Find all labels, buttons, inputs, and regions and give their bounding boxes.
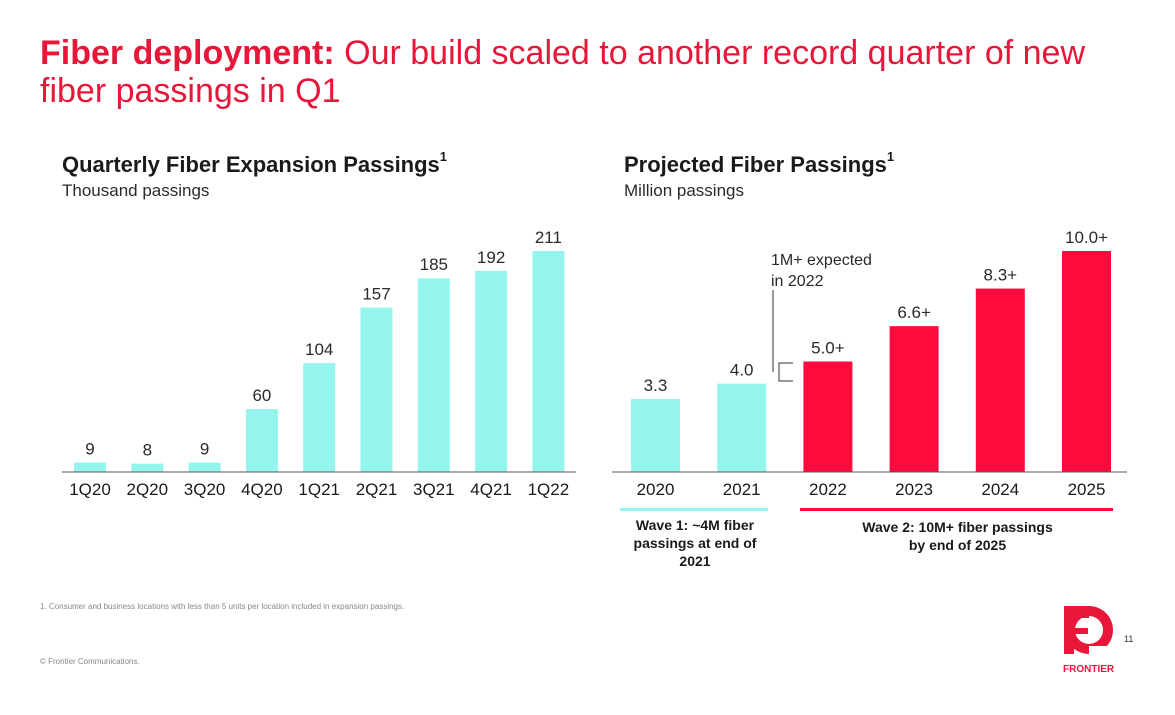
callout-1m-expected: 1M+ expected in 2022 [771, 250, 921, 292]
callout-line-2: in 2022 [771, 273, 824, 290]
right-chart-title-footnote-mark: 1 [886, 149, 895, 164]
left-data-label-1Q21: 104 [305, 340, 333, 359]
left-bar-1Q22 [532, 251, 565, 472]
right-tick-label-2023: 2023 [895, 480, 933, 499]
left-bar-3Q21 [417, 278, 450, 472]
wave-2-label: Wave 2: 10M+ fiber passings by end of 20… [862, 519, 1053, 553]
right-bar-2021 [717, 383, 767, 472]
right-chart-title-text: Projected Fiber Passings [624, 152, 887, 177]
left-bar-4Q21 [475, 270, 508, 472]
right-tick-label-2022: 2022 [809, 480, 847, 499]
left-bar-3Q20 [188, 462, 221, 472]
left-chart-title-footnote-mark: 1 [439, 149, 448, 164]
left-bar-1Q21 [303, 363, 336, 472]
callout-bracket [778, 362, 793, 382]
left-data-label-1Q20: 9 [85, 440, 94, 459]
left-tick-label-1Q20: 1Q20 [69, 480, 111, 499]
right-chart-subtitle: Million passings [624, 181, 744, 200]
right-tick-label-2025: 2025 [1068, 480, 1106, 499]
left-bar-1Q20 [74, 462, 106, 472]
left-bar-2Q21 [360, 307, 393, 472]
left-chart-title-text: Quarterly Fiber Expansion Passings [62, 152, 440, 177]
page-number: 11 [1124, 634, 1134, 644]
left-data-label-2Q21: 157 [362, 285, 390, 304]
right-data-label-2022: 5.0+ [811, 339, 845, 358]
right-data-label-2024: 8.3+ [984, 266, 1018, 285]
right-bar-2023 [889, 326, 939, 472]
slide-title-bold: Fiber deployment: [40, 34, 335, 72]
left-chart-title: Quarterly Fiber Expansion Passings1 [62, 149, 448, 178]
left-data-label-4Q21: 192 [477, 248, 505, 267]
right-chart-title: Projected Fiber Passings1 [624, 149, 895, 178]
left-data-label-4Q20: 60 [252, 386, 271, 405]
wave-1-underline [620, 508, 768, 511]
left-bar-4Q20 [245, 409, 278, 472]
left-tick-label-3Q21: 3Q21 [413, 480, 455, 499]
slide-title: Fiber deployment: Our build scaled to an… [40, 34, 1140, 110]
left-tick-label-4Q20: 4Q20 [241, 480, 283, 499]
left-tick-label-1Q21: 1Q21 [298, 480, 340, 499]
left-tick-label-3Q20: 3Q20 [184, 480, 226, 499]
right-tick-label-2024: 2024 [981, 480, 1019, 499]
right-bar-2025 [1062, 251, 1111, 472]
left-chart-subtitle: Thousand passings [62, 181, 210, 200]
wave-2-underline [800, 508, 1113, 511]
right-bar-2022 [803, 361, 853, 472]
right-bar-2020 [631, 399, 680, 472]
left-tick-label-1Q22: 1Q22 [528, 480, 570, 499]
left-bar-2Q20 [131, 463, 164, 472]
left-data-label-2Q20: 8 [143, 441, 152, 460]
left-data-label-3Q21: 185 [420, 255, 448, 274]
right-bar-2024 [975, 288, 1025, 472]
wave-1-label: Wave 1: ~4M fiber passings at end of 202… [633, 517, 757, 569]
copyright: © Frontier Communications. [40, 657, 140, 666]
right-tick-label-2021: 2021 [723, 480, 761, 499]
slide-title-rest: Our build scaled to another record quart… [40, 34, 1086, 110]
left-data-label-3Q20: 9 [200, 440, 209, 459]
right-data-label-2023: 6.6+ [897, 303, 931, 322]
left-tick-label-2Q20: 2Q20 [127, 480, 169, 499]
right-tick-label-2020: 2020 [637, 480, 675, 499]
brand-name: FRONTIER [1063, 664, 1115, 675]
right-data-label-2025: 10.0+ [1065, 228, 1108, 247]
callout-line-1: 1M+ expected [771, 252, 872, 269]
left-tick-label-4Q21: 4Q21 [470, 480, 512, 499]
right-data-label-2021: 4.0 [730, 361, 754, 380]
left-data-label-1Q22: 211 [535, 228, 562, 247]
footnote: 1. Consumer and business locations with … [40, 602, 405, 611]
left-tick-label-2Q21: 2Q21 [356, 480, 398, 499]
right-data-label-2020: 3.3 [644, 376, 668, 395]
